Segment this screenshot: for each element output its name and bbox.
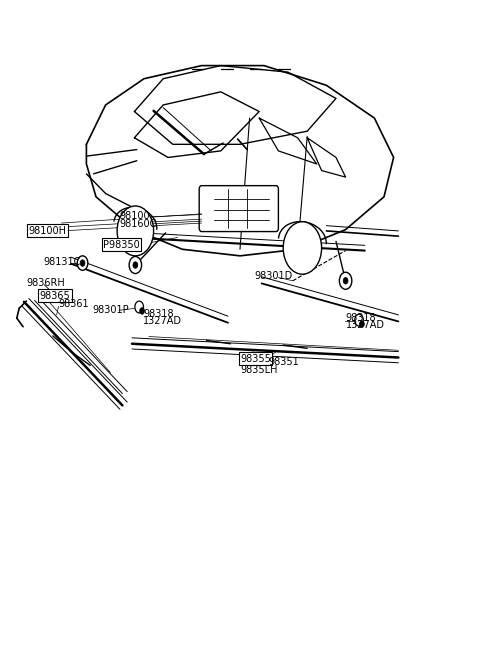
Text: 98100H: 98100H: [29, 226, 67, 236]
Text: 98355: 98355: [240, 354, 271, 364]
Text: 98100: 98100: [119, 211, 150, 222]
Text: 98318: 98318: [346, 313, 376, 323]
FancyBboxPatch shape: [199, 186, 278, 232]
Text: 98301D: 98301D: [254, 271, 293, 281]
Circle shape: [343, 277, 348, 284]
Circle shape: [77, 256, 88, 270]
Text: 98365: 98365: [39, 291, 70, 301]
Circle shape: [80, 260, 85, 266]
Circle shape: [135, 301, 144, 313]
Circle shape: [360, 321, 364, 327]
Text: 9836RH: 9836RH: [26, 278, 65, 289]
Text: 98160C: 98160C: [119, 218, 156, 229]
Text: 9835LH: 9835LH: [240, 365, 277, 375]
Circle shape: [283, 222, 322, 274]
Text: 1327AD: 1327AD: [346, 319, 384, 330]
Text: 98301P: 98301P: [92, 304, 129, 315]
Text: 98361: 98361: [59, 299, 89, 310]
Text: 98131C: 98131C: [43, 257, 81, 268]
Text: 98318: 98318: [143, 309, 174, 319]
Circle shape: [129, 256, 142, 274]
Circle shape: [140, 308, 144, 314]
Circle shape: [117, 206, 154, 256]
Circle shape: [355, 314, 363, 326]
Circle shape: [339, 272, 352, 289]
Text: 98351: 98351: [269, 357, 300, 367]
Text: P98350: P98350: [103, 239, 140, 250]
Text: 1327AD: 1327AD: [143, 316, 182, 326]
Circle shape: [133, 262, 138, 268]
